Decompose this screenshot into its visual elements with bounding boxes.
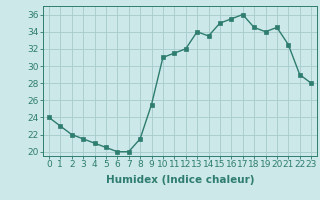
X-axis label: Humidex (Indice chaleur): Humidex (Indice chaleur): [106, 175, 254, 185]
